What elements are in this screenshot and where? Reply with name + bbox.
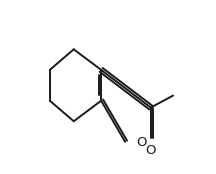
Text: O: O: [136, 136, 147, 149]
Text: O: O: [146, 144, 156, 156]
